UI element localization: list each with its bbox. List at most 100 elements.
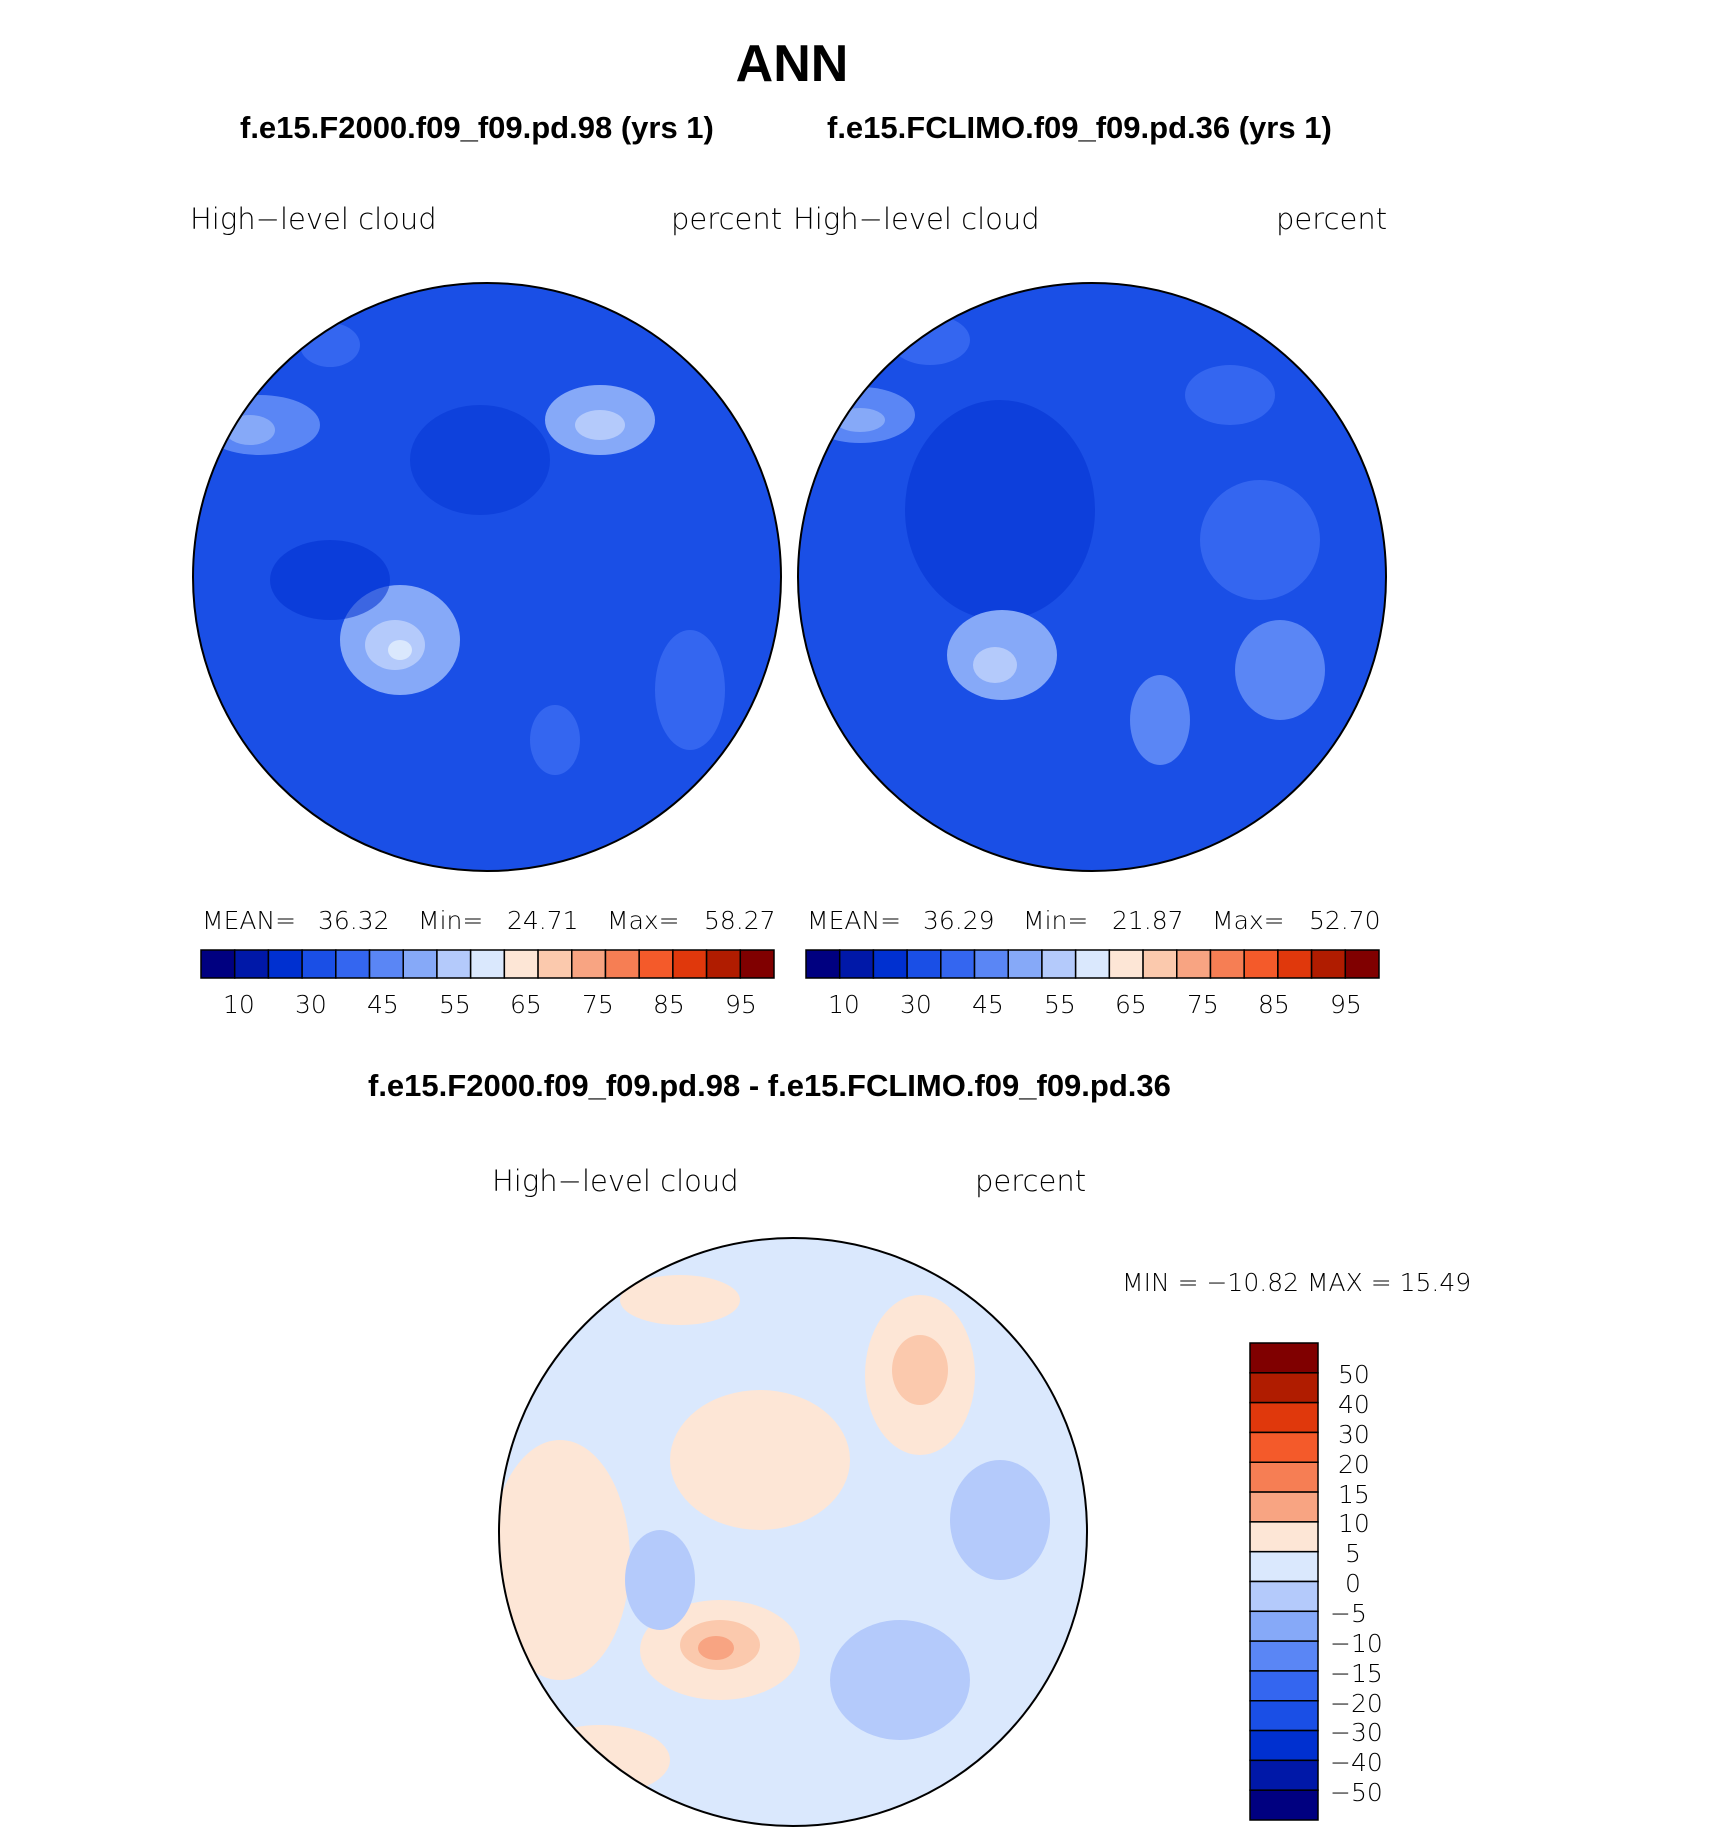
colorbar-cell <box>1249 1521 1319 1553</box>
colorbar-cell <box>1249 1610 1319 1642</box>
panel-right-max-value: 52.70 <box>1309 906 1381 935</box>
colorbar-cell <box>267 949 303 979</box>
seq-cbar-right-label: 10 <box>828 990 860 1019</box>
seq-cbar-left-label: 30 <box>295 990 327 1019</box>
colorbar-cell <box>1277 949 1313 979</box>
seq-cbar-right-label: 45 <box>972 990 1004 1019</box>
colorbar-cell <box>672 949 708 979</box>
colorbar-cell <box>1310 949 1347 979</box>
panel-right-min-label: Min= <box>1023 906 1089 935</box>
colorbar-cell <box>1249 1491 1319 1523</box>
colorbar-cell <box>503 949 539 979</box>
colorbar-cell <box>335 949 371 979</box>
colorbar-cell <box>1249 1461 1319 1493</box>
colorbar-cell <box>906 949 942 979</box>
map-left <box>192 282 782 872</box>
seq-cbar-left-label: 85 <box>653 990 685 1019</box>
colorbar-cell <box>705 949 742 979</box>
colorbar-cell <box>1041 949 1077 979</box>
colorbar-cell <box>1249 1372 1319 1404</box>
colorbar-cell <box>1344 949 1380 979</box>
colorbar-cell <box>1249 1550 1319 1583</box>
colorbar-cell <box>1108 949 1144 979</box>
seq-cbar-right-label: 65 <box>1115 990 1147 1019</box>
panel-left-max-value: 58.27 <box>704 906 776 935</box>
diff-cbar-label: −50 <box>1330 1778 1383 1807</box>
diff-cbar-label: 40 <box>1338 1390 1370 1419</box>
panel-left-mean-value: 36.32 <box>318 906 390 935</box>
diff-cbar-label: 20 <box>1338 1450 1370 1479</box>
diff-panel-minmax: MIN = −10.82 MAX = 15.49 <box>1122 1268 1472 1297</box>
panel-right-min-value: 21.87 <box>1112 906 1184 935</box>
colorbar-cell <box>1249 1729 1319 1762</box>
colorbar-cell <box>200 949 236 979</box>
colorbar-cell <box>1249 1789 1319 1821</box>
colorbar-left <box>200 949 775 979</box>
diff-cbar-label: −10 <box>1330 1629 1383 1658</box>
panel-left-units: percent <box>671 202 783 236</box>
colorbar-cell <box>1007 949 1043 979</box>
colorbar-cell <box>233 949 270 979</box>
diff-panel-units: percent <box>975 1164 1087 1198</box>
panel-right-variable: High−level cloud <box>793 202 1040 236</box>
diff-cbar-label: −5 <box>1330 1599 1367 1628</box>
seq-cbar-left-label: 10 <box>223 990 255 1019</box>
colorbar-cell <box>1142 949 1178 979</box>
panel-right-units: percent <box>1276 202 1388 236</box>
colorbar-cell <box>571 949 607 979</box>
map-difference <box>498 1237 1088 1827</box>
colorbar-cell <box>638 949 674 979</box>
colorbar-cell <box>940 949 976 979</box>
map-right <box>797 282 1387 872</box>
seq-cbar-left-label: 65 <box>510 990 542 1019</box>
diff-cbar-label: −20 <box>1330 1689 1383 1718</box>
seq-cbar-left-label: 75 <box>582 990 614 1019</box>
diff-cbar-label: 30 <box>1338 1420 1370 1449</box>
colorbar-cell <box>1249 1401 1319 1434</box>
diff-panel-title: f.e15.F2000.f09_f09.pd.98 - f.e15.FCLIMO… <box>368 1068 1171 1103</box>
colorbar-cell <box>1243 949 1279 979</box>
diff-cbar-label: 10 <box>1338 1509 1370 1538</box>
colorbar-cell <box>1249 1580 1319 1613</box>
colorbar-cell <box>872 949 908 979</box>
panel-right-case-title: f.e15.FCLIMO.f09_f09.pd.36 (yrs 1) <box>827 110 1332 145</box>
seq-cbar-left-label: 95 <box>725 990 757 1019</box>
panel-left-variable: High−level cloud <box>190 202 437 236</box>
colorbar-cell <box>973 949 1009 979</box>
seq-cbar-right-label: 30 <box>900 990 932 1019</box>
colorbar-cell <box>436 949 472 979</box>
colorbar-cell <box>1249 1640 1319 1672</box>
seq-cbar-left-label: 45 <box>367 990 399 1019</box>
colorbar-cell <box>1176 949 1212 979</box>
colorbar-cell <box>604 949 640 979</box>
colorbar-cell <box>1074 949 1111 979</box>
colorbar-cell <box>469 949 506 979</box>
panel-right-mean-value: 36.29 <box>923 906 995 935</box>
seq-cbar-right-label: 85 <box>1258 990 1290 1019</box>
seq-cbar-right-label: 95 <box>1330 990 1362 1019</box>
colorbar-cell <box>1209 949 1245 979</box>
panel-left-min-label: Min= <box>418 906 484 935</box>
diff-panel-variable: High−level cloud <box>492 1164 739 1198</box>
diff-cbar-label: −15 <box>1330 1659 1383 1688</box>
diff-cbar-label: −40 <box>1330 1748 1383 1777</box>
seq-cbar-left-label: 55 <box>439 990 471 1019</box>
page-title: ANN <box>735 35 849 93</box>
seq-cbar-right-label: 55 <box>1044 990 1076 1019</box>
colorbar-cell <box>838 949 875 979</box>
panel-left-min-value: 24.71 <box>507 906 579 935</box>
diff-cbar-label: 0 <box>1345 1569 1361 1598</box>
colorbar-cell <box>368 949 404 979</box>
seq-cbar-right-label: 75 <box>1187 990 1219 1019</box>
colorbar-cell <box>402 949 438 979</box>
colorbar-cell <box>1249 1759 1319 1791</box>
diff-cbar-label: 5 <box>1345 1539 1361 1568</box>
colorbar-cell <box>1249 1431 1319 1463</box>
panel-left-max-label: Max= <box>607 906 680 935</box>
colorbar-right <box>805 949 1380 979</box>
panel-right-mean-label: MEAN= <box>807 906 902 935</box>
colorbar-cell <box>301 949 337 979</box>
colorbar-cell <box>805 949 841 979</box>
colorbar-cell <box>1249 1670 1319 1702</box>
